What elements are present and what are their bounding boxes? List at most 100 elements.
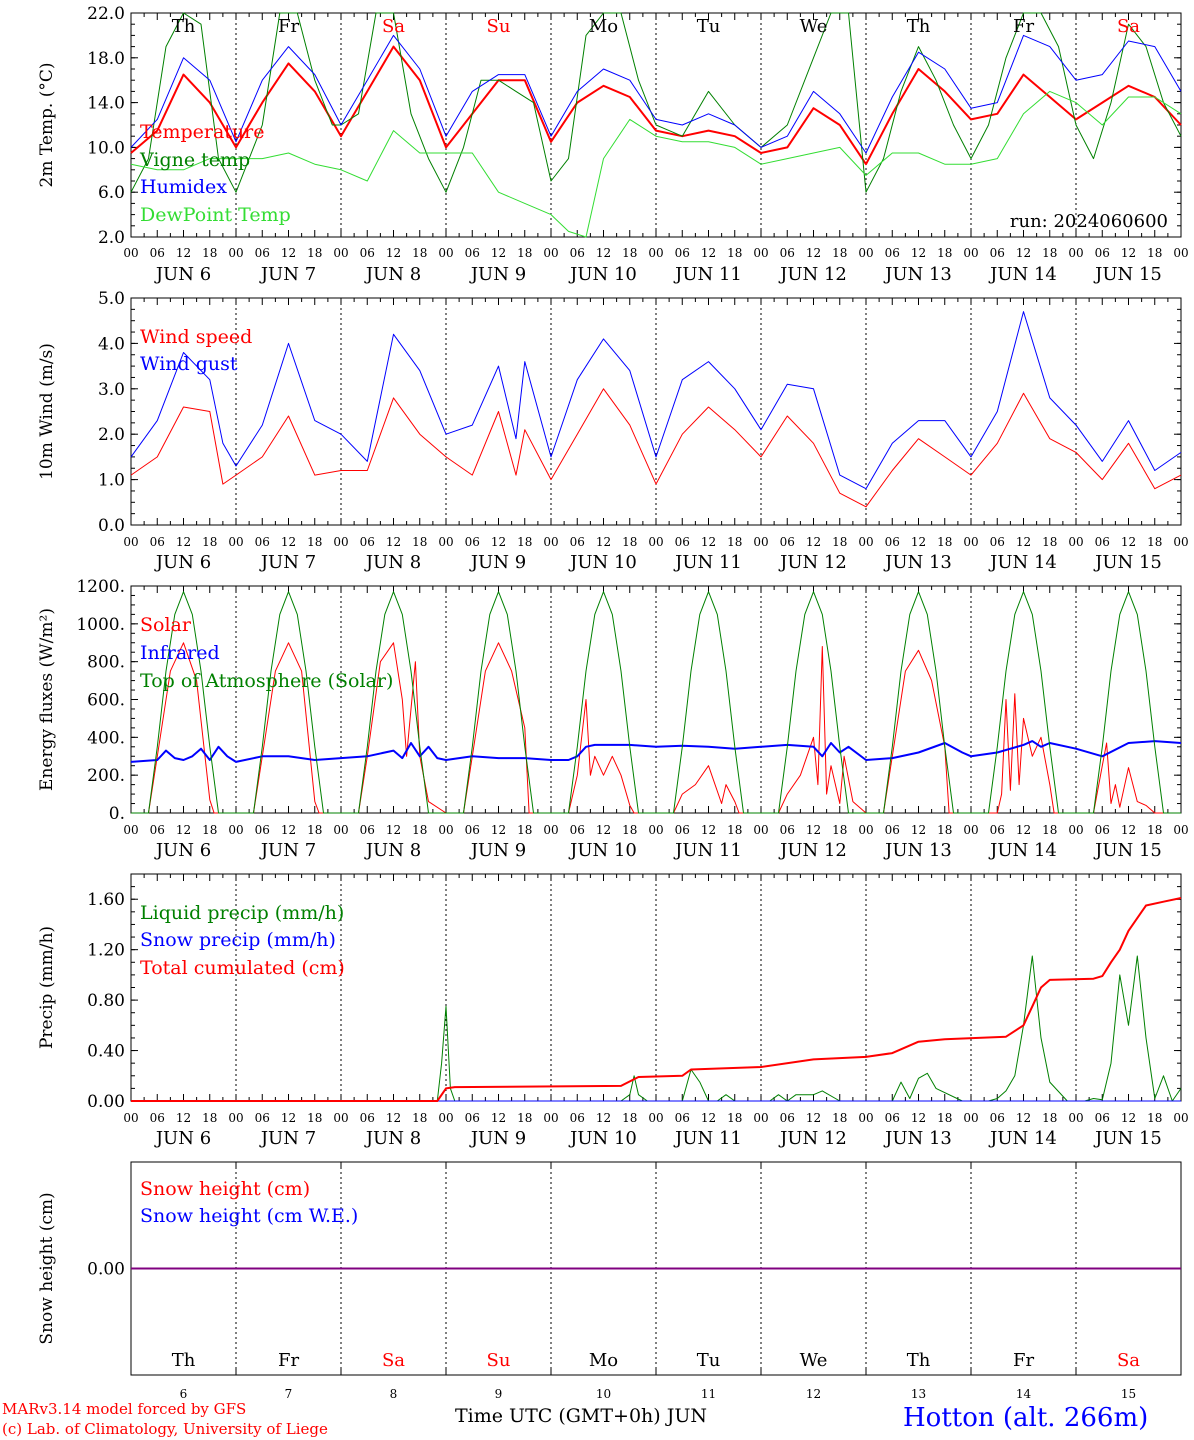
day-number-label: 7 — [285, 1387, 293, 1401]
hour-tick-label: 00 — [228, 246, 243, 260]
hour-tick-label: 00 — [858, 246, 873, 260]
date-label: JUN 7 — [259, 552, 316, 573]
series-humidex-line — [130, 34, 1182, 154]
legend-entry: Snow height (cm W.E.) — [140, 1205, 358, 1227]
date-label: JUN 10 — [568, 1128, 637, 1149]
hour-tick-label: 12 — [386, 823, 401, 837]
hour-tick-label: 06 — [885, 535, 900, 549]
date-label: JUN 7 — [259, 264, 316, 285]
hour-tick-label: 06 — [255, 246, 270, 260]
y-tick-label: 2.0 — [98, 425, 125, 445]
y-tick-label: 18.0 — [87, 49, 125, 69]
hour-tick-label: 12 — [1121, 823, 1136, 837]
hour-tick-label: 06 — [990, 535, 1005, 549]
time-axis-label: Time UTC (GMT+0h) JUN — [455, 1405, 707, 1427]
hour-tick-label: 00 — [543, 535, 558, 549]
hour-tick-label: 18 — [202, 823, 217, 837]
hour-tick-label: 18 — [727, 1111, 742, 1125]
y-tick-label: 0.00 — [87, 1092, 125, 1112]
series-infrared-line — [130, 740, 1182, 763]
hour-tick-label: 00 — [1173, 823, 1188, 837]
day-abbr-label: Mo — [589, 1350, 618, 1371]
hour-tick-label: 18 — [1042, 1111, 1057, 1125]
hour-tick-label: 06 — [780, 1111, 795, 1125]
hour-tick-label: 18 — [202, 246, 217, 260]
hour-tick-label: 12 — [911, 823, 926, 837]
day-abbr-label: Fr — [278, 16, 299, 37]
hour-tick-label: 06 — [465, 823, 480, 837]
legend-entry: Infrared — [140, 642, 220, 664]
legend-entry: Solar — [140, 614, 192, 636]
hour-tick-label: 18 — [1042, 535, 1057, 549]
hour-tick-label: 06 — [1095, 1111, 1110, 1125]
y-tick-label: 0.40 — [87, 1042, 125, 1062]
day-abbr-label: Tu — [697, 1350, 721, 1371]
hour-tick-label: 00 — [123, 1111, 138, 1125]
day-number-label: 10 — [596, 1387, 611, 1401]
panel-energy: 00 06 12 18 00 06 12 18 00 06 12 18 00 06 12 18 00 06 12 18… — [37, 577, 1189, 861]
hour-tick-label: 12 — [806, 823, 821, 837]
date-label: JUN 10 — [568, 264, 637, 285]
hour-tick-label: 12 — [491, 246, 506, 260]
y-tick-label: 1000. — [76, 615, 125, 635]
hour-tick-label: 18 — [1147, 823, 1162, 837]
hour-tick-label: 06 — [990, 823, 1005, 837]
series-dewpoint-temp-line — [130, 90, 1182, 238]
day-number-label: 11 — [701, 1387, 716, 1401]
hour-tick-label: 12 — [1016, 823, 1031, 837]
hour-tick-label: 06 — [465, 535, 480, 549]
y-axis-label: Precip (mm/h) — [37, 926, 57, 1049]
hour-tick-label: 18 — [307, 1111, 322, 1125]
hour-tick-label: 00 — [963, 823, 978, 837]
legend-entry: Liquid precip (mm/h) — [140, 902, 344, 924]
hour-tick-label: 18 — [1042, 246, 1057, 260]
hour-tick-label: 12 — [386, 1111, 401, 1125]
hour-tick-label: 12 — [176, 246, 191, 260]
y-tick-label: 6.0 — [98, 183, 125, 203]
hour-tick-label: 06 — [255, 535, 270, 549]
station-name: Hotton (alt. 266m) — [903, 1403, 1149, 1433]
hour-tick-label: 12 — [806, 1111, 821, 1125]
hour-tick-label: 12 — [1121, 246, 1136, 260]
hour-tick-label: 12 — [491, 823, 506, 837]
hour-tick-label: 18 — [727, 535, 742, 549]
date-label: JUN 6 — [154, 1128, 211, 1149]
hour-tick-label: 00 — [438, 535, 453, 549]
hour-tick-label: 18 — [307, 823, 322, 837]
y-tick-label: 5.0 — [98, 289, 125, 309]
y-axis-label: Snow height (cm) — [37, 1192, 57, 1344]
hour-tick-label: 18 — [307, 246, 322, 260]
y-tick-label: 200. — [87, 766, 125, 786]
hour-tick-label: 00 — [753, 246, 768, 260]
day-abbr-label: We — [800, 16, 828, 37]
run-annotation: run: 2024060600 — [1010, 211, 1168, 232]
hour-tick-label: 12 — [176, 535, 191, 549]
hour-tick-label: 18 — [622, 246, 637, 260]
day-abbr-label: Th — [907, 16, 931, 37]
hour-tick-label: 12 — [491, 1111, 506, 1125]
date-label: JUN 8 — [364, 840, 421, 861]
hour-tick-label: 00 — [543, 246, 558, 260]
date-label: JUN 11 — [673, 552, 742, 573]
hour-tick-label: 00 — [438, 823, 453, 837]
day-abbr-label: Mo — [589, 16, 618, 37]
hour-tick-label: 06 — [465, 246, 480, 260]
legend-entry: DewPoint Temp — [140, 204, 291, 226]
hour-tick-label: 00 — [438, 246, 453, 260]
date-label: JUN 9 — [469, 840, 526, 861]
hour-tick-label: 18 — [1147, 1111, 1162, 1125]
y-tick-label: 0.80 — [87, 991, 125, 1011]
hour-tick-label: 12 — [806, 535, 821, 549]
hour-tick-label: 12 — [1121, 1111, 1136, 1125]
hour-tick-label: 18 — [622, 1111, 637, 1125]
date-label: JUN 12 — [778, 1128, 847, 1149]
y-tick-label: 14.0 — [87, 94, 125, 114]
day-abbr-label: Th — [172, 1350, 196, 1371]
hour-tick-label: 12 — [281, 1111, 296, 1125]
date-label: JUN 8 — [364, 264, 421, 285]
hour-tick-label: 12 — [1016, 535, 1031, 549]
hour-tick-label: 00 — [648, 246, 663, 260]
hour-tick-label: 00 — [858, 823, 873, 837]
day-abbr-label: Sa — [1117, 16, 1140, 37]
hour-tick-label: 18 — [412, 1111, 427, 1125]
